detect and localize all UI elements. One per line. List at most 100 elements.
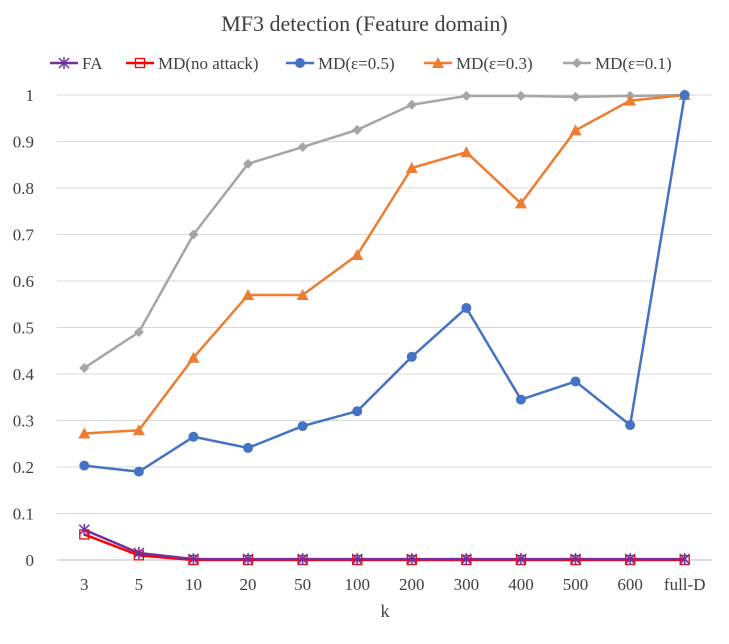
data-point [133,547,145,560]
data-point [297,421,308,432]
y-tick-label: 0.8 [13,179,34,198]
data-point [78,427,91,439]
legend: FA MD(no attack) MD(ε=0.5) MD(ε=0.3) MD(ε=0.… [50,54,672,73]
data-point [515,90,526,101]
data-point [461,90,472,101]
data-point [58,57,70,69]
y-tick-label: 0.3 [13,412,34,431]
data-point [295,58,305,68]
x-tick-label: 400 [508,575,534,594]
data-point [132,424,145,436]
chart-title: MF3 detection (Feature domain) [221,11,508,36]
data-point [243,442,254,453]
x-tick-label: 600 [617,575,643,594]
y-tick-label: 0.2 [13,458,34,477]
legend-item: MD(ε=0.3) [424,54,533,73]
series-lines [83,93,686,562]
legend-swatch-marker [295,58,305,68]
legend-item: MD(no attack) [126,54,259,73]
data-point [351,553,363,566]
y-axis-ticks: 0 0.1 0.2 0.3 0.4 0.5 0.6 0.7 0.8 0.9 1 [13,86,35,570]
series-markers [78,89,691,566]
y-tick-label: 0.6 [13,272,34,291]
data-point [133,327,144,338]
series-line [84,93,685,435]
x-tick-label: 10 [185,575,202,594]
y-tick-label: 0.7 [13,226,35,245]
series-line [83,528,685,561]
data-point [242,288,255,300]
data-point [515,553,527,566]
legend-item: FA [50,54,103,73]
series-line [84,94,686,473]
data-point [570,91,581,102]
data-point [624,553,636,566]
x-tick-label: 5 [135,575,144,594]
data-point [514,197,527,209]
data-point [352,406,363,417]
gridlines [57,94,712,561]
x-tick-label: 100 [344,575,370,594]
data-point [243,158,254,169]
x-tick-label: 50 [294,575,311,594]
data-point [188,431,199,442]
legend-swatch-marker [134,57,146,69]
y-tick-label: 0.9 [13,133,34,152]
legend-label: MD(no attack) [158,54,259,73]
data-point [679,90,690,100]
x-tick-label: 300 [454,575,480,594]
data-point [188,229,199,240]
y-tick-label: 1 [26,86,35,105]
legend-swatch-marker [572,58,582,68]
data-point [625,420,636,431]
x-axis-ticks: 3 5 10 20 50 100 200 300 400 500 600 full-D [80,575,705,594]
data-point [570,376,581,387]
y-tick-label: 0.1 [13,505,34,524]
series-markers-group [79,90,690,477]
x-tick-label: full-D [664,575,706,594]
data-point [79,362,90,373]
legend-label: MD(ε=0.1) [595,54,672,73]
y-tick-label: 0.4 [13,365,35,384]
x-axis-label: k [381,601,390,621]
data-point [351,248,364,260]
series-markers-group [78,523,691,566]
data-point [406,351,417,362]
legend-item: MD(ε=0.1) [563,54,672,73]
x-tick-label: 500 [563,575,589,594]
data-point [134,57,146,69]
data-point [297,553,309,566]
legend-label: MD(ε=0.3) [456,54,533,73]
data-point [78,523,90,536]
data-point [405,162,418,174]
data-point [460,553,472,566]
data-point [406,553,418,566]
y-tick-label: 0.5 [13,319,34,338]
data-point [432,57,444,68]
data-point [296,288,309,300]
legend-label: FA [82,54,103,73]
data-point [187,553,199,566]
legend-item: MD(ε=0.5) [286,54,395,73]
x-tick-label: 20 [240,575,257,594]
data-point [572,58,582,68]
legend-swatch-marker [58,57,70,69]
x-tick-label: 3 [80,575,89,594]
legend-swatch-marker [432,57,444,68]
data-point [79,460,90,471]
data-point [679,553,691,566]
data-point [297,142,308,153]
data-point [515,394,526,405]
data-point [624,94,637,106]
data-point [569,124,582,136]
data-point [570,553,582,566]
data-point [461,302,472,313]
data-point [242,553,254,566]
legend-label: MD(ε=0.5) [318,54,395,73]
data-point [187,351,200,363]
data-point [133,466,144,477]
series-markers-group [79,90,690,373]
data-point [406,99,417,110]
